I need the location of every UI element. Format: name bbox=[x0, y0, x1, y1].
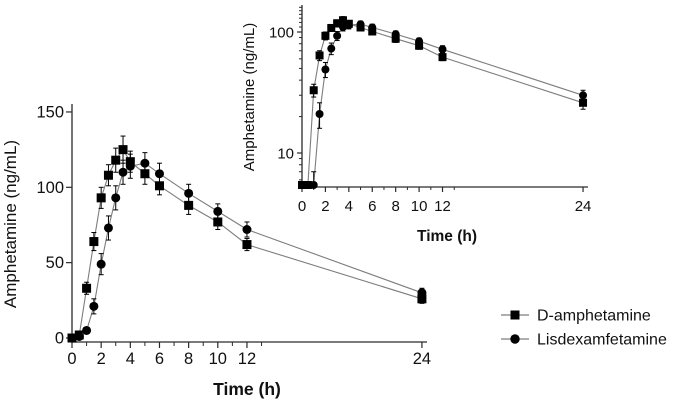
circle-marker-icon bbox=[356, 20, 365, 29]
y-tick-label: 0 bbox=[55, 330, 64, 348]
circle-marker-icon bbox=[242, 224, 252, 234]
legend-label: Lisdexamfetamine bbox=[537, 332, 667, 349]
circle-marker-icon bbox=[213, 206, 223, 216]
square-marker-icon bbox=[309, 86, 318, 95]
square-marker-icon bbox=[327, 23, 336, 32]
square-marker-icon bbox=[118, 145, 128, 155]
square-marker-icon bbox=[579, 98, 588, 107]
x-tick-label: 4 bbox=[345, 198, 353, 215]
x-tick-label: 24 bbox=[413, 350, 431, 368]
circle-marker-icon bbox=[67, 333, 77, 343]
square-marker-icon bbox=[333, 19, 342, 28]
inset-x-axis-title: Time (h) bbox=[417, 228, 477, 245]
x-tick-label: 8 bbox=[392, 198, 400, 215]
circle-marker-icon bbox=[118, 167, 128, 177]
circle-marker-icon bbox=[303, 181, 312, 189]
circle-marker-icon bbox=[140, 158, 150, 168]
circle-marker-icon bbox=[103, 223, 113, 233]
circle-marker-icon bbox=[298, 181, 306, 189]
square-marker-icon bbox=[111, 155, 121, 165]
circle-marker-icon bbox=[82, 325, 92, 335]
circle-marker-icon bbox=[333, 31, 342, 40]
square-marker-icon bbox=[338, 16, 347, 25]
square-marker-icon bbox=[82, 283, 92, 293]
square-marker-icon bbox=[415, 41, 424, 50]
square-marker-icon bbox=[417, 294, 427, 304]
x-tick-label: 6 bbox=[155, 350, 164, 368]
y-tick-label: 50 bbox=[46, 254, 64, 272]
square-marker-icon bbox=[154, 181, 164, 191]
x-tick-label: 0 bbox=[298, 198, 306, 215]
square-marker-icon bbox=[391, 34, 400, 43]
square-marker-icon bbox=[321, 31, 330, 40]
x-tick-label: 0 bbox=[67, 350, 76, 368]
circle-marker-icon bbox=[438, 45, 447, 54]
circle-marker-icon bbox=[415, 37, 424, 46]
x-tick-label: 10 bbox=[209, 350, 227, 368]
circle-marker-icon bbox=[89, 301, 99, 311]
circle-marker-icon bbox=[327, 44, 336, 53]
y-tick-label: 10 bbox=[277, 146, 294, 163]
square-marker-icon bbox=[315, 51, 324, 60]
x-tick-label: 2 bbox=[97, 350, 106, 368]
x-tick-label: 4 bbox=[126, 350, 135, 368]
circle-marker-icon bbox=[184, 188, 194, 198]
legend-label: D-amphetamine bbox=[537, 308, 651, 325]
x-tick-label: 12 bbox=[238, 350, 256, 368]
main-x-axis-title: Time (h) bbox=[213, 379, 281, 399]
square-marker-icon bbox=[510, 310, 520, 320]
legend-item: Lisdexamfetamine bbox=[501, 332, 667, 349]
square-marker-icon bbox=[89, 237, 99, 247]
inset-y-axis-title: Amphetamine (ng/mL) bbox=[241, 23, 258, 171]
square-marker-icon bbox=[368, 27, 377, 36]
circle-marker-icon bbox=[125, 161, 135, 171]
circle-marker-icon bbox=[417, 288, 427, 298]
y-tick-label: 100 bbox=[269, 25, 294, 42]
square-marker-icon bbox=[213, 217, 223, 227]
circle-marker-icon bbox=[111, 193, 121, 203]
circle-marker-icon bbox=[391, 30, 400, 39]
circle-marker-icon bbox=[154, 169, 164, 179]
circle-marker-icon bbox=[96, 259, 106, 269]
x-tick-label: 12 bbox=[434, 198, 451, 215]
circle-marker-icon bbox=[344, 21, 353, 30]
circle-marker-icon bbox=[368, 23, 377, 32]
circle-marker-icon bbox=[579, 91, 588, 100]
x-tick-label: 24 bbox=[575, 198, 592, 215]
circle-marker-icon bbox=[510, 334, 520, 344]
x-tick-label: 6 bbox=[368, 198, 376, 215]
legend-item: D-amphetamine bbox=[501, 308, 651, 325]
main-y-axis-title: Amphetamine (ng/mL) bbox=[1, 140, 20, 308]
x-tick-label: 10 bbox=[411, 198, 428, 215]
circle-marker-icon bbox=[315, 110, 324, 119]
square-marker-icon bbox=[438, 53, 447, 62]
x-tick-label: 8 bbox=[184, 350, 193, 368]
circle-marker-icon bbox=[74, 331, 84, 341]
square-marker-icon bbox=[103, 170, 113, 180]
circle-marker-icon bbox=[309, 181, 318, 189]
square-marker-icon bbox=[184, 200, 194, 210]
y-tick-label: 100 bbox=[36, 179, 64, 197]
series-line bbox=[302, 19, 584, 186]
x-tick-label: 2 bbox=[321, 198, 329, 215]
y-tick-label: 150 bbox=[36, 103, 64, 121]
legend: D-amphetamine Lisdexamfetamine bbox=[501, 308, 667, 349]
circle-marker-icon bbox=[321, 65, 330, 74]
square-marker-icon bbox=[96, 193, 106, 203]
square-marker-icon bbox=[242, 240, 252, 250]
